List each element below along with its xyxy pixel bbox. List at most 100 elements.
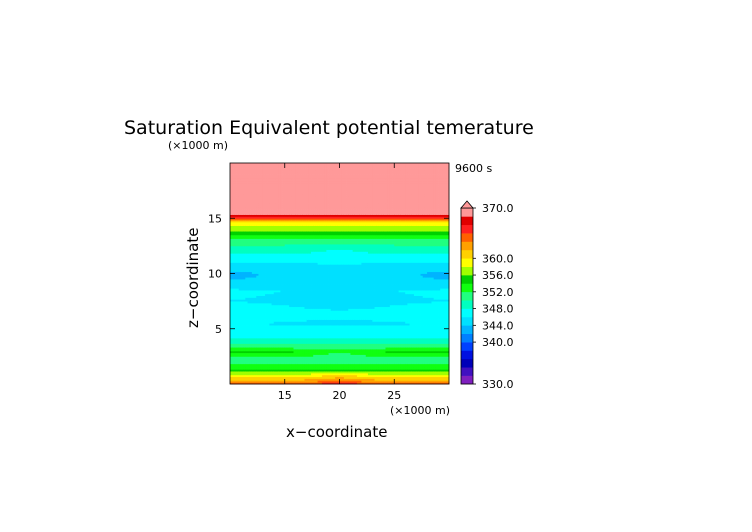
field-cell — [256, 314, 259, 317]
field-cell — [254, 256, 257, 260]
field-cell — [260, 231, 264, 234]
field-cell — [265, 358, 268, 361]
field-cell — [234, 199, 237, 203]
field-cell — [258, 183, 262, 186]
field-cell — [262, 312, 266, 315]
field-cell — [251, 288, 255, 291]
field-cell — [260, 258, 264, 262]
field-cell — [232, 199, 235, 203]
field-cell — [234, 247, 237, 250]
field-cell — [234, 242, 237, 245]
field-cell — [238, 317, 242, 320]
field-cell — [267, 290, 270, 293]
field-cell — [260, 371, 264, 374]
field-cell — [232, 225, 235, 228]
field-cell — [260, 306, 264, 309]
field-cell — [236, 210, 240, 214]
field-cell — [232, 361, 235, 365]
field-cell — [245, 343, 248, 346]
field-cell — [230, 374, 233, 378]
field-cell — [260, 374, 264, 378]
field-cell — [234, 177, 237, 180]
field-cell — [236, 181, 240, 184]
field-cell — [247, 238, 251, 241]
field-cell — [267, 336, 270, 339]
field-cell — [245, 336, 248, 339]
field-cell — [260, 256, 264, 260]
field-cell — [254, 341, 257, 344]
field-cell — [243, 369, 246, 372]
field-cell — [230, 279, 233, 282]
field-cell — [251, 361, 255, 365]
field-cell — [238, 190, 242, 193]
field-cell — [256, 244, 259, 247]
field-cell — [245, 164, 248, 168]
field-cell — [258, 275, 262, 278]
field-cell — [258, 201, 262, 204]
field-cell — [256, 196, 259, 199]
field-cell — [230, 210, 233, 214]
field-cell — [254, 297, 257, 300]
field-cell — [251, 347, 255, 350]
field-cell — [236, 207, 240, 210]
field-cell — [249, 231, 253, 234]
field-cell — [269, 349, 273, 352]
field-cell — [254, 343, 257, 346]
field-cell — [271, 231, 275, 234]
field-cell — [245, 323, 248, 326]
field-cell — [267, 232, 270, 236]
field-cell — [230, 308, 233, 311]
field-cell — [236, 371, 240, 374]
field-cell — [271, 273, 275, 276]
field-cell — [238, 358, 242, 361]
field-cell — [256, 334, 259, 337]
field-cell — [234, 216, 237, 219]
field-cell — [236, 337, 240, 341]
field-cell — [258, 280, 262, 284]
field-cell — [236, 360, 240, 363]
field-cell — [256, 306, 259, 309]
field-cell — [251, 172, 255, 175]
field-cell — [262, 308, 266, 311]
field-cell — [247, 199, 251, 203]
field-cell — [269, 174, 273, 177]
field-cell — [245, 319, 248, 322]
field-cell — [258, 356, 262, 359]
field-cell — [245, 232, 248, 236]
field-cell — [232, 236, 235, 239]
field-cell — [265, 328, 268, 331]
field-cell — [262, 315, 266, 319]
field-cell — [267, 332, 270, 335]
field-cell — [247, 205, 251, 208]
field-cell — [243, 330, 246, 333]
field-cell — [245, 279, 248, 282]
field-cell — [236, 323, 240, 326]
field-cell — [251, 177, 255, 180]
field-cell — [243, 360, 246, 363]
field-cell — [251, 378, 255, 381]
field-cell — [271, 221, 275, 225]
field-cell — [260, 290, 264, 293]
field-cell — [230, 260, 233, 263]
field-cell — [236, 376, 240, 379]
field-cell — [236, 201, 240, 204]
field-cell — [243, 209, 246, 212]
field-cell — [251, 293, 255, 296]
field-cell — [245, 328, 248, 331]
field-cell — [267, 301, 270, 304]
field-cell — [260, 277, 264, 280]
field-cell — [234, 360, 237, 363]
field-cell — [232, 290, 235, 293]
field-cell — [262, 234, 266, 238]
field-cell — [251, 164, 255, 168]
field-cell — [236, 349, 240, 352]
field-cell — [258, 369, 262, 372]
field-cell — [238, 314, 242, 317]
field-cell — [265, 350, 268, 354]
field-cell — [269, 190, 273, 193]
field-cell — [265, 382, 268, 385]
field-cell — [269, 374, 273, 378]
field-cell — [236, 312, 240, 315]
field-cell — [251, 380, 255, 383]
field-cell — [262, 207, 266, 210]
